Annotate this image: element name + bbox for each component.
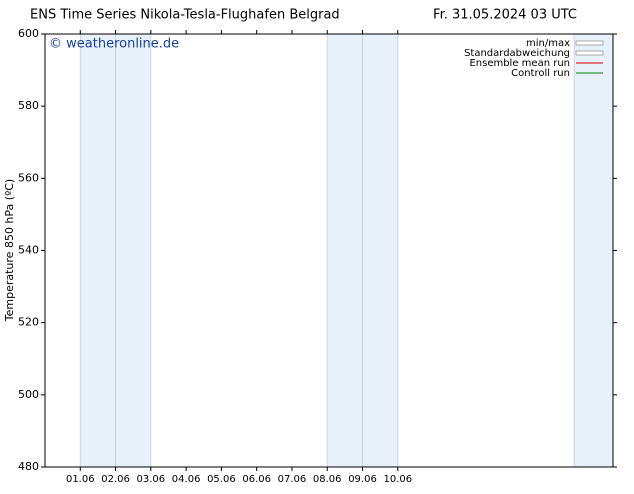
legend-swatch	[575, 40, 604, 46]
x-tick-label: 10.06	[383, 474, 412, 485]
legend-label: Controll run	[511, 68, 570, 79]
x-tick-label: 06.06	[242, 474, 271, 485]
chart-title: ENS Time Series Nikola-Tesla-Flughafen B…	[30, 8, 340, 23]
shaded-band	[573, 33, 614, 468]
y-tick-label: 480	[18, 460, 39, 473]
x-tick-label: 07.06	[278, 474, 307, 485]
x-tick-label: 01.06	[66, 474, 95, 485]
shaded-band	[326, 33, 363, 468]
x-tick-label: 03.06	[137, 474, 166, 485]
x-tick-label: 09.06	[348, 474, 377, 485]
legend-label: min/max	[526, 38, 570, 49]
x-tick-label: 08.06	[313, 474, 342, 485]
x-tick-label: 04.06	[172, 474, 201, 485]
legend-label: Standardabweichung	[464, 48, 570, 59]
shaded-band	[79, 33, 116, 468]
y-tick-label: 600	[18, 27, 39, 40]
y-tick-label: 540	[18, 244, 39, 257]
x-tick-label: 05.06	[207, 474, 236, 485]
y-tick-label: 500	[18, 388, 39, 401]
x-tick-label: 02.06	[101, 474, 130, 485]
legend-swatch	[575, 50, 604, 56]
shaded-band	[362, 33, 399, 468]
y-tick-label: 560	[18, 171, 39, 184]
y-tick-label: 580	[18, 99, 39, 112]
watermark: © weatheronline.de	[49, 37, 179, 52]
shaded-band	[115, 33, 152, 468]
y-axis-label: Temperature 850 hPa (ºC)	[3, 179, 16, 322]
y-tick-label: 520	[18, 316, 39, 329]
date-label: Fr. 31.05.2024 03 UTC	[433, 8, 577, 23]
legend-label: Ensemble mean run	[469, 58, 570, 69]
